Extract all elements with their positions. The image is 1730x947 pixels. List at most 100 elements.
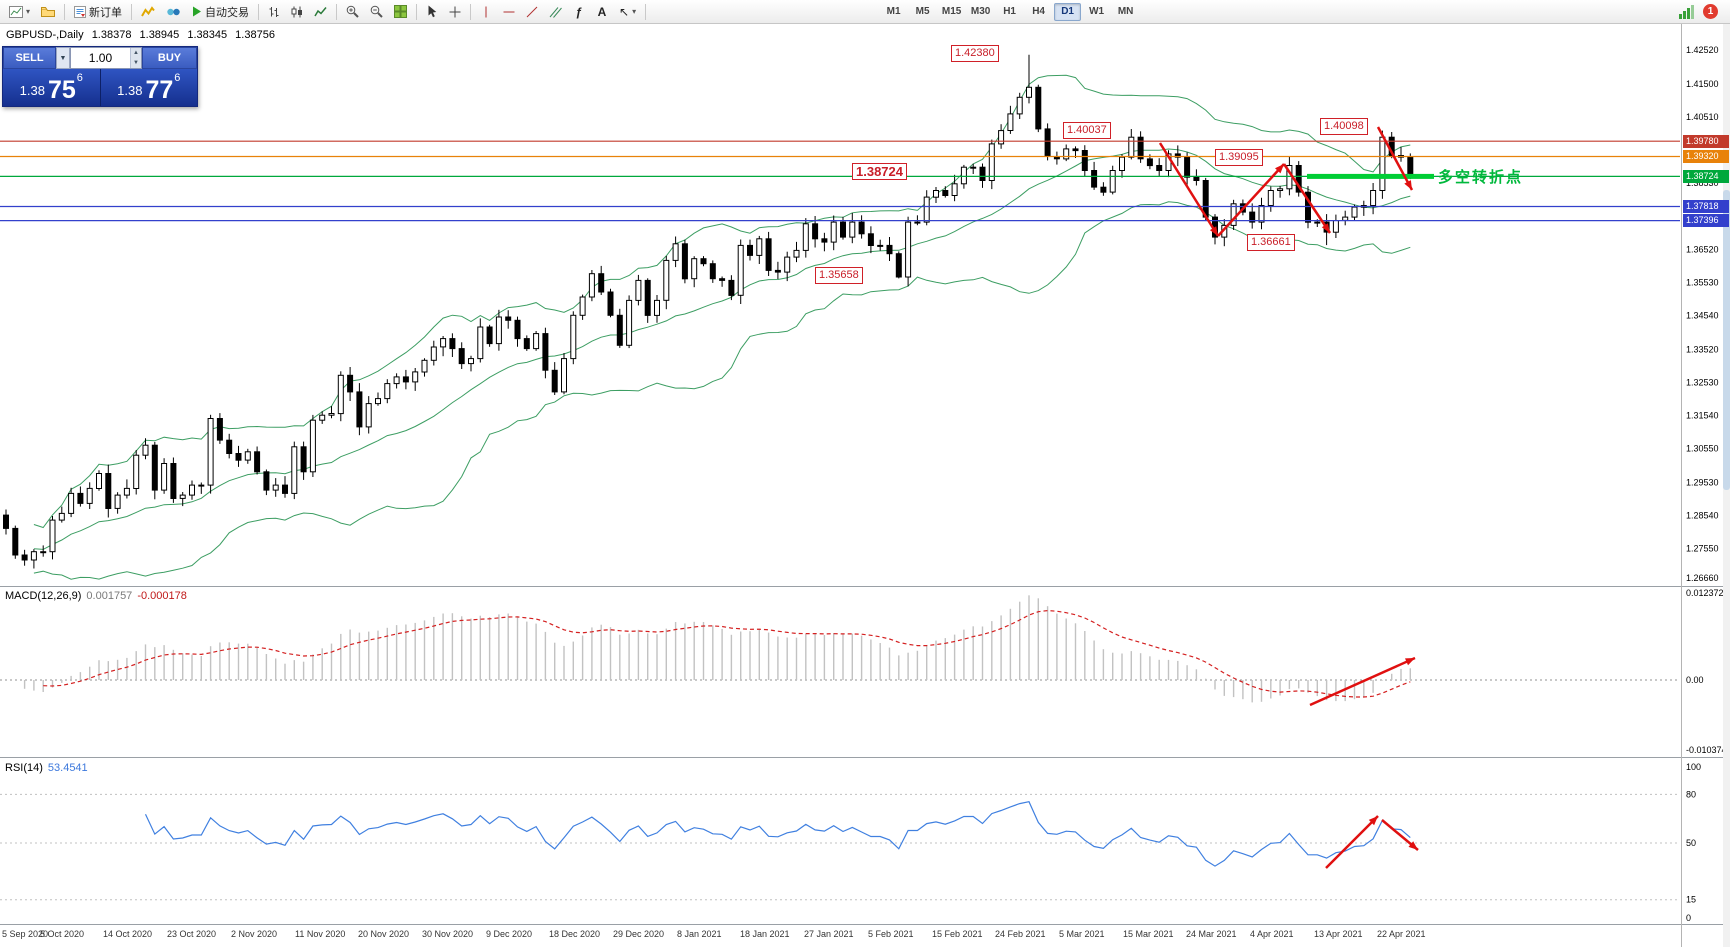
profiles-button[interactable] xyxy=(36,2,60,22)
date-label: 5 Feb 2021 xyxy=(868,929,914,939)
indicators-button[interactable] xyxy=(136,2,160,22)
notification-badge[interactable]: 1 xyxy=(1703,4,1718,19)
zoom-in-icon xyxy=(346,5,359,18)
svg-text:1.36520: 1.36520 xyxy=(1686,245,1719,255)
vertical-line-icon xyxy=(485,6,487,17)
connection-signal-icon xyxy=(1679,4,1694,19)
toolbar-separator xyxy=(416,3,418,20)
new-chart-button[interactable]: ▾ xyxy=(4,2,35,22)
timeframe-h1[interactable]: H1 xyxy=(1003,6,1016,17)
text-tool-icon: A xyxy=(597,4,607,19)
zoom-in-button[interactable] xyxy=(341,2,364,22)
volume-increase-button[interactable]: ▲ xyxy=(132,50,139,56)
tile-windows-button[interactable] xyxy=(389,2,412,22)
date-label: 30 Nov 2020 xyxy=(422,929,474,939)
trendline-button[interactable] xyxy=(521,2,543,22)
toolbar-separator xyxy=(258,3,260,20)
svg-text:50: 50 xyxy=(1686,838,1696,848)
svg-text:1.32530: 1.32530 xyxy=(1686,378,1719,388)
fibonacci-icon: ƒ xyxy=(575,4,583,19)
buy-price-point: 6 xyxy=(174,72,181,84)
svg-text:1.27550: 1.27550 xyxy=(1686,543,1719,553)
timeframe-m1[interactable]: M1 xyxy=(886,6,901,17)
date-label: 24 Mar 2021 xyxy=(1186,929,1237,939)
date-axis[interactable]: 5 Sep 2020 5 Oct 2020 14 Oct 2020 23 Oct 20… xyxy=(0,928,1680,945)
horizontal-line-button[interactable] xyxy=(498,2,520,22)
text-button[interactable]: A xyxy=(591,2,613,22)
line-chart-button[interactable] xyxy=(309,2,332,22)
date-label: 11 Nov 2020 xyxy=(295,929,346,939)
experts-icon xyxy=(167,8,180,15)
buy-price[interactable]: 1.38 77 6 xyxy=(101,69,198,106)
auto-trading-button[interactable]: 自动交易 xyxy=(187,2,254,22)
vertical-line-button[interactable] xyxy=(475,2,497,22)
date-label: 15 Mar 2021 xyxy=(1123,929,1174,939)
new-order-icon xyxy=(74,5,87,18)
date-label: 5 Mar 2021 xyxy=(1059,929,1105,939)
timeframe-m5[interactable]: M5 xyxy=(915,6,930,17)
svg-text:1.35530: 1.35530 xyxy=(1686,278,1719,288)
new-order-label: 新订单 xyxy=(89,6,123,19)
sell-price[interactable]: 1.38 75 6 xyxy=(3,69,100,106)
timeframe-h4[interactable]: H4 xyxy=(1032,6,1045,17)
date-label: 23 Oct 2020 xyxy=(167,929,217,939)
svg-text:100: 100 xyxy=(1686,762,1701,772)
date-label: 24 Feb 2021 xyxy=(995,929,1046,939)
volume-field: ▲ ▼ xyxy=(70,47,142,69)
bar-chart-icon xyxy=(269,6,279,17)
svg-text:1.41500: 1.41500 xyxy=(1686,79,1719,89)
svg-text:1.31540: 1.31540 xyxy=(1686,411,1719,421)
experts-button[interactable] xyxy=(161,2,186,22)
date-label: 20 Nov 2020 xyxy=(358,929,410,939)
thick-green-level[interactable] xyxy=(1307,173,1434,179)
new-order-button[interactable]: 新订单 xyxy=(69,2,127,22)
volume-decrease-button[interactable]: ▼ xyxy=(132,60,139,66)
bar-chart-button[interactable] xyxy=(263,2,285,22)
volume-spinner: ▲ ▼ xyxy=(129,48,141,68)
price-axis[interactable]: 1.42520 1.41500 1.40510 1.38530 1.36520 1.355… xyxy=(1686,45,1727,923)
svg-text:1.30550: 1.30550 xyxy=(1686,443,1719,453)
date-label: 13 Apr 2021 xyxy=(1314,929,1363,939)
date-label: 2 Nov 2020 xyxy=(231,929,278,939)
candlestick-series xyxy=(3,54,1414,569)
date-label: 18 Dec 2020 xyxy=(549,929,601,939)
zoom-out-button[interactable] xyxy=(365,2,388,22)
volume-dropdown-button[interactable]: ▼ xyxy=(56,47,70,69)
crosshair-button[interactable] xyxy=(444,2,466,22)
tile-windows-icon xyxy=(394,5,408,18)
volume-input[interactable] xyxy=(71,48,130,68)
chart-window-icon xyxy=(9,5,23,18)
cursor-button[interactable] xyxy=(421,2,443,22)
arrow-tools-button[interactable]: ↖ ▾ xyxy=(614,2,641,22)
macd-pane xyxy=(0,595,1680,707)
date-label: 29 Dec 2020 xyxy=(613,929,665,939)
timeframe-m15[interactable]: M15 xyxy=(941,6,962,17)
buy-button[interactable]: BUY xyxy=(142,47,197,69)
buy-price-pips: 77 xyxy=(145,76,174,104)
svg-text:1.26660: 1.26660 xyxy=(1686,573,1719,583)
sell-button[interactable]: SELL xyxy=(3,47,56,69)
timeframe-mn[interactable]: MN xyxy=(1117,6,1134,17)
buy-price-big: 1.38 xyxy=(117,83,143,98)
rsi-pane xyxy=(0,793,1680,901)
timeframe-m30[interactable]: M30 xyxy=(970,6,991,17)
svg-text:80: 80 xyxy=(1686,789,1696,799)
equidistant-channel-button[interactable] xyxy=(544,2,567,22)
zoom-out-icon xyxy=(370,5,383,18)
svg-text:1.40510: 1.40510 xyxy=(1686,112,1719,122)
date-label: 18 Jan 2021 xyxy=(740,929,790,939)
fibonacci-button[interactable]: ƒ xyxy=(568,2,590,22)
horizontal-level-lines[interactable] xyxy=(0,140,1680,222)
date-label: 15 Feb 2021 xyxy=(932,929,983,939)
svg-text:1.38530: 1.38530 xyxy=(1686,178,1719,188)
timeframe-w1[interactable]: W1 xyxy=(1089,6,1105,17)
play-icon xyxy=(193,6,202,17)
toolbar-right: 1 xyxy=(1679,4,1726,19)
timeframe-d1[interactable]: D1 xyxy=(1054,2,1082,21)
caret-down-icon: ▾ xyxy=(632,6,637,16)
main-toolbar: ▾ 新订单 自动交易 ƒ A ↖ ▾ M1 M5 M15 M30 H1 H4 D1 W1 MN 1 xyxy=(0,0,1730,24)
candlestick-chart-button[interactable] xyxy=(286,2,308,22)
indicators-icon xyxy=(141,5,155,17)
